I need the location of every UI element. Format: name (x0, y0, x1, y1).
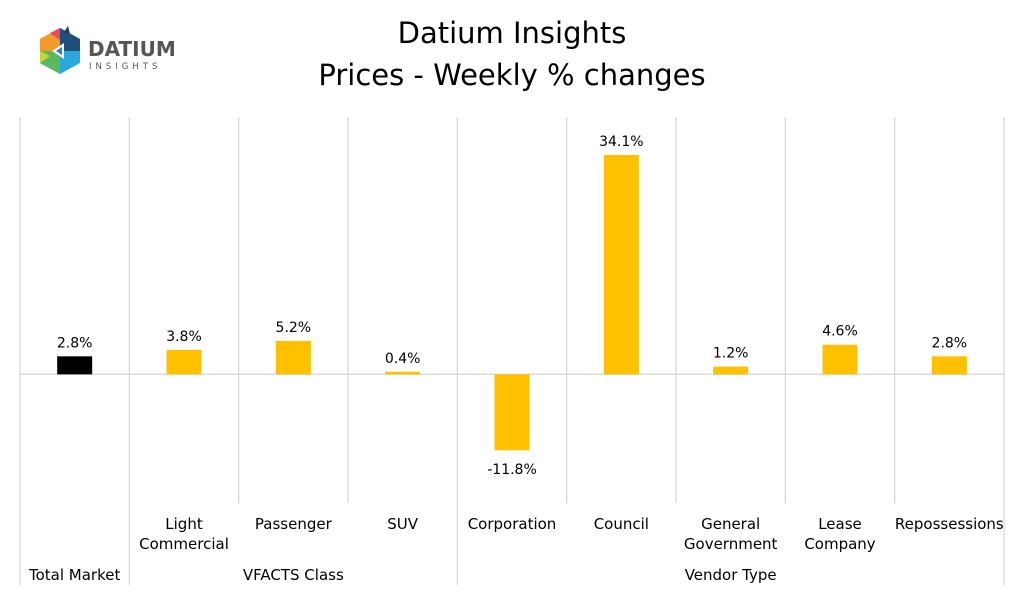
data-label: 2.8% (932, 335, 968, 351)
bar-repossessions (931, 356, 967, 375)
logo-tagline: INSIGHTS (89, 62, 161, 72)
group-label: VFACTS Class (243, 566, 344, 584)
category-label: Corporation (468, 515, 557, 533)
data-label: 5.2% (276, 320, 312, 336)
bar-corporation (494, 374, 530, 451)
bar-council (603, 154, 639, 375)
bar-suv (385, 371, 421, 375)
bar-general-government (713, 366, 749, 375)
bar-passenger (275, 340, 311, 375)
category-label: Lease (818, 515, 862, 533)
data-label: -11.8% (487, 462, 537, 478)
category-label: Passenger (255, 515, 333, 533)
category-label: Council (594, 515, 649, 533)
category-label: Commercial (139, 535, 229, 553)
data-label: 4.6% (822, 324, 858, 340)
group-label: Total Market (28, 566, 120, 584)
data-label: 1.2% (713, 346, 749, 362)
chart-subtitle: Prices - Weekly % changes (318, 58, 706, 92)
bar-total-market (57, 356, 93, 375)
category-label: Company (804, 535, 875, 553)
category-label: General (701, 515, 760, 533)
category-label: Repossessions (895, 515, 1004, 533)
datium-logo: DATIUM INSIGHTS (40, 26, 176, 74)
category-label: Government (684, 535, 778, 553)
bar-light-commercial (166, 349, 202, 375)
bar-lease-company (822, 344, 858, 375)
group-label: Vendor Type (685, 566, 777, 584)
hexagon-logo-icon (40, 26, 80, 74)
data-label: 0.4% (385, 351, 421, 367)
chart-title: Datium Insights (397, 16, 627, 50)
data-label: 2.8% (57, 335, 93, 351)
data-label: 3.8% (166, 329, 202, 345)
category-label: SUV (387, 515, 419, 533)
category-label: Light (165, 515, 203, 533)
data-label: 34.1% (599, 134, 643, 150)
logo-name: DATIUM (88, 37, 176, 61)
